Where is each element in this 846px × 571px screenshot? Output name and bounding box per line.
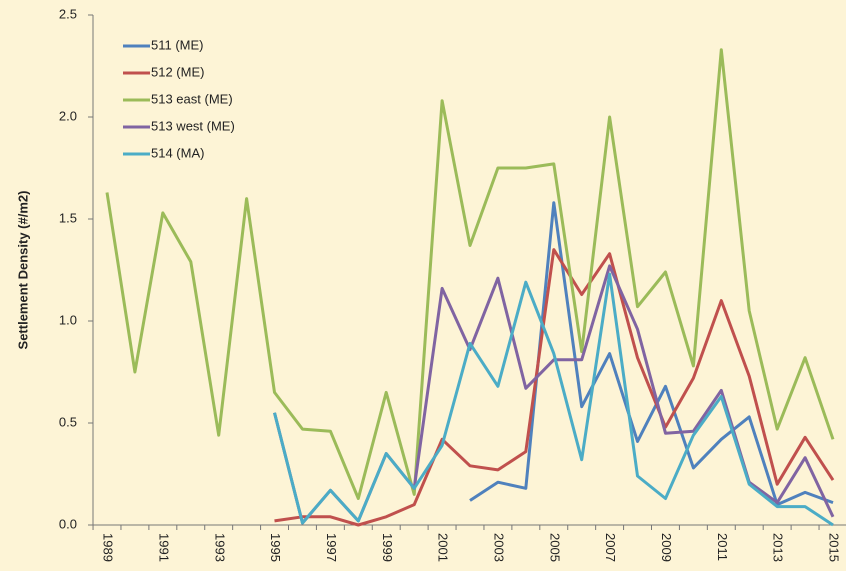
- x-tick-label: 2015: [827, 533, 842, 562]
- y-tick-label: 0.0: [59, 516, 77, 531]
- y-axis-label: Settlement Density (#/m2): [15, 191, 30, 350]
- y-tick-label: 0.5: [59, 414, 77, 429]
- legend-label: 511 (ME): [151, 37, 204, 52]
- legend-label: 514 (MA): [151, 145, 204, 160]
- x-tick-label: 2001: [436, 533, 451, 562]
- x-tick-label: 2013: [771, 533, 786, 562]
- y-tick-label: 2.0: [59, 108, 77, 123]
- x-tick-label: 2007: [603, 533, 618, 562]
- x-tick-label: 1995: [268, 533, 283, 562]
- legend-label: 513 west (ME): [151, 118, 235, 133]
- y-tick-label: 1.0: [59, 312, 77, 327]
- x-tick-label: 1997: [324, 533, 339, 562]
- series-line: [469, 201, 834, 507]
- x-tick-label: 1993: [212, 533, 227, 562]
- series-line: [274, 248, 835, 527]
- x-tick-label: 2005: [547, 533, 562, 562]
- x-tick-label: 1989: [101, 533, 116, 562]
- series-line: [105, 48, 835, 500]
- x-tick-label: 2009: [659, 533, 674, 562]
- x-tick-label: 1999: [380, 533, 395, 562]
- series-line: [273, 272, 834, 527]
- y-tick-label: 2.5: [59, 6, 77, 21]
- x-tick-label: 2011: [715, 533, 730, 561]
- y-tick-label: 1.5: [59, 210, 77, 225]
- x-tick-label: 1991: [156, 533, 171, 562]
- legend-label: 512 (ME): [151, 64, 204, 79]
- x-tick-label: 2003: [491, 533, 506, 562]
- legend-label: 513 east (ME): [151, 91, 233, 106]
